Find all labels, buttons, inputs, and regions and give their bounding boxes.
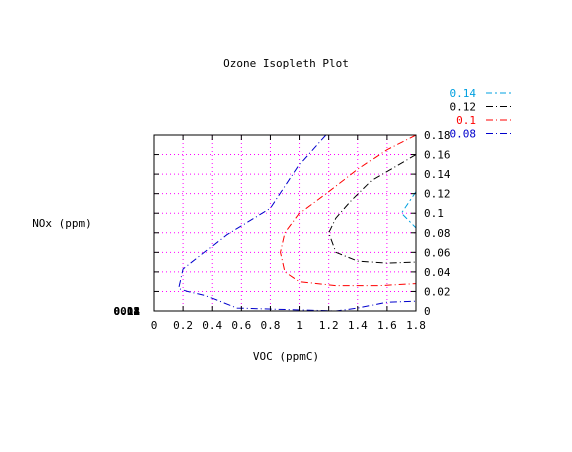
y-axis-label: NOx (ppm) <box>32 217 92 230</box>
contour-line-0.14 <box>400 191 417 229</box>
contour-label: 0.14 <box>114 305 141 318</box>
x-tick-label: 0.6 <box>231 319 251 332</box>
legend-label-0.12: 0.12 <box>450 101 477 114</box>
x-tick-label: 1.2 <box>319 319 339 332</box>
series-layer <box>178 134 417 312</box>
x-tick-label: 1.4 <box>348 319 368 332</box>
plot-frame <box>153 134 417 312</box>
y-tick-label: 0.16 <box>424 149 451 162</box>
x-tick-label: 1.8 <box>406 319 426 332</box>
legend: 0.140.120.10.08 <box>450 87 512 141</box>
x-axis-label: VOC (ppmC) <box>253 350 319 363</box>
contour-label: 0.1 <box>120 305 140 318</box>
y-tick-label: 0.02 <box>424 285 451 298</box>
y-tick-label: 0.1 <box>424 207 444 220</box>
legend-label-0.08: 0.08 <box>450 128 477 141</box>
legend-label-0.14: 0.14 <box>450 87 477 100</box>
contour-label: 0.12 <box>114 305 141 318</box>
y-tick-label: 0.06 <box>424 246 451 259</box>
x-tick-label: 1.6 <box>377 319 397 332</box>
overlapped-contour-labels: 0.080.10.120.14 <box>114 305 141 318</box>
x-tick-label: 0.8 <box>261 319 281 332</box>
x-tick-label: 0 <box>151 319 158 332</box>
y-tick-label: 0.04 <box>424 266 451 279</box>
legend-label-0.1: 0.1 <box>456 114 476 127</box>
chart-title: Ozone Isopleth Plot <box>223 57 349 70</box>
x-tick-label: 0.4 <box>202 319 222 332</box>
contour-line-0.1 <box>280 134 417 287</box>
y-tick-label: 0.18 <box>424 129 451 142</box>
grid-layer <box>154 135 416 311</box>
contour-line-0.12 <box>328 154 417 264</box>
contour-label: 0.08 <box>114 305 141 318</box>
ticks-layer: 0 0.2 0.4 0.6 0.8 1 1.2 1.4 1.6 1.800.020.040.060… <box>151 129 451 332</box>
contour-line-0.08 <box>178 134 417 312</box>
x-tick-label: 1 <box>296 319 303 332</box>
y-tick-label: 0 <box>424 305 431 318</box>
y-tick-label: 0.08 <box>424 227 451 240</box>
x-tick-label: 0.2 <box>173 319 193 332</box>
y-tick-label: 0.12 <box>424 188 451 201</box>
axes-layer <box>153 134 417 312</box>
y-tick-label: 0.14 <box>424 168 451 181</box>
